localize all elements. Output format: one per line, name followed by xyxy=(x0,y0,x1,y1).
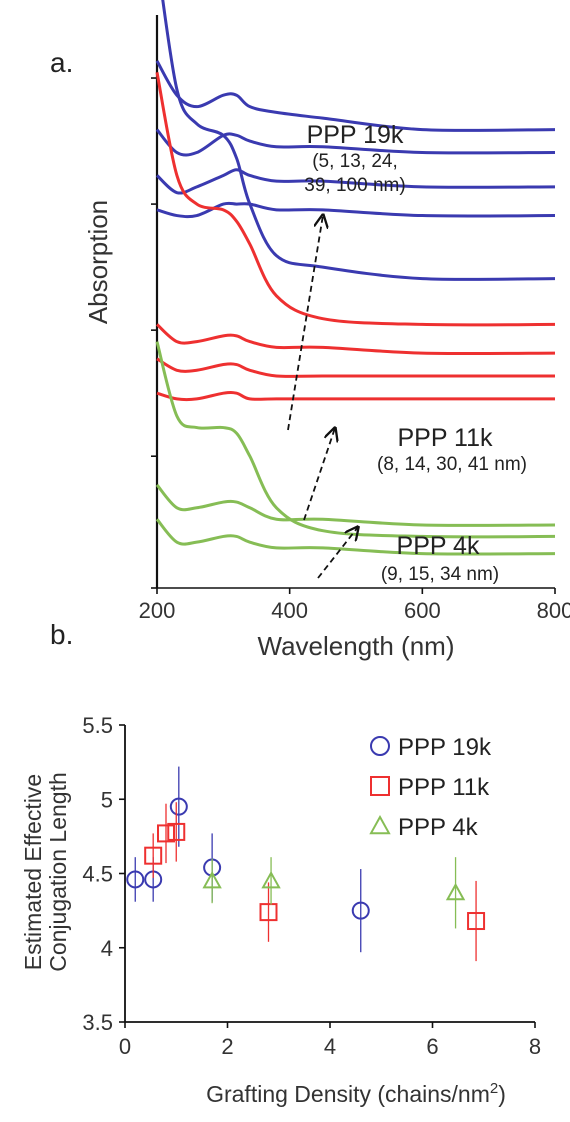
data-point-ppp11k-1 xyxy=(144,846,163,865)
panel-b-x-tick-label-8: 8 xyxy=(529,1034,541,1059)
spectrum-ppp4k-3 xyxy=(155,518,556,556)
legend-marker-ppp19k xyxy=(370,736,390,756)
panel-b-x-tick-label-0: 0 xyxy=(119,1034,131,1059)
panel-a-y-axis-label: Absorption xyxy=(83,200,113,324)
panel-b-axes: 3.5 4 4.5 5 5.5 0 2 4 6 8 xyxy=(82,713,541,1059)
data-point-ppp11k-3 xyxy=(167,822,186,841)
panel-b-label: b. xyxy=(50,619,73,650)
panel-a-x-tick-label-200: 200 xyxy=(139,598,176,623)
annotation-ppp4k-detail: (9, 15, 34 nm) xyxy=(381,564,499,585)
annotation-ppp19k-detail2: 39, 100 nm) xyxy=(304,175,405,196)
panel-b-x-tick-label-2: 2 xyxy=(221,1034,233,1059)
panel-b-x-axis-label-main: Grafting Density (chains/nm xyxy=(206,1081,490,1107)
spectrum-ppp19k-5 xyxy=(156,201,556,219)
legend-label-ppp19k: PPP 19k xyxy=(398,734,492,761)
panel-b-y-axis-label-line1: Estimated Effective xyxy=(20,774,46,970)
panel-a-label: a. xyxy=(50,47,73,78)
panel-a-x-tick-label-800: 800 xyxy=(537,598,570,623)
panel-b-legend: PPP 19k PPP 11k PPP 4k xyxy=(369,734,492,841)
data-point-ppp11k-5 xyxy=(467,912,486,931)
panel-a: a. Absorption 200 400 600 800 Wavelength (n… xyxy=(50,0,570,661)
panel-b: b. Estimated Effective Conjugation Lengt… xyxy=(20,619,541,1107)
data-point-ppp11k-4 xyxy=(259,903,278,922)
panel-a-x-tick-label-600: 600 xyxy=(404,598,441,623)
panel-b-y-tick-label-5.5: 5.5 xyxy=(82,713,113,738)
panel-b-y-tick-label-4: 4 xyxy=(101,936,113,961)
panel-b-x-axis-label-end: ) xyxy=(498,1081,506,1107)
legend-marker-ppp11k xyxy=(370,776,390,796)
panel-b-x-axis-label: Grafting Density (chains/nm2) xyxy=(206,1080,506,1107)
panel-a-x-ticks: 200 400 600 800 xyxy=(139,588,570,623)
panel-b-points xyxy=(126,766,486,962)
arrow-ppp11k xyxy=(303,428,335,521)
arrow-ppp19k xyxy=(287,215,323,431)
spectrum-ppp11k-4 xyxy=(156,390,555,402)
panel-a-curves xyxy=(155,0,556,556)
data-point-ppp11k-2 xyxy=(157,824,175,843)
spectrum-ppp4k-2 xyxy=(155,483,556,527)
legend-label-ppp11k: PPP 11k xyxy=(398,774,490,801)
data-point-ppp4k-3 xyxy=(445,882,466,901)
annotation-ppp4k-label: PPP 4k xyxy=(397,532,480,560)
spectrum-ppp19k-1 xyxy=(161,0,556,281)
legend-marker-ppp4k xyxy=(369,814,391,835)
spectrum-ppp11k-3 xyxy=(156,357,555,378)
panel-b-y-tick-label-5: 5 xyxy=(101,787,113,812)
spectrum-ppp19k-2 xyxy=(155,60,556,132)
legend-label-ppp4k: PPP 4k xyxy=(398,814,479,841)
panel-b-x-axis-label-sup: 2 xyxy=(490,1080,498,1097)
data-point-ppp19k-5 xyxy=(351,901,370,920)
panel-a-plot-frame xyxy=(151,15,555,589)
annotation-ppp11k-detail: (8, 14, 30, 41 nm) xyxy=(377,454,527,475)
data-point-ppp19k-1 xyxy=(126,870,145,889)
data-point-ppp19k-3 xyxy=(169,797,188,816)
annotation-ppp11k-label: PPP 11k xyxy=(398,424,493,452)
panel-a-arrows xyxy=(287,215,358,579)
panel-b-y-tick-label-3.5: 3.5 xyxy=(82,1010,113,1035)
spectrum-ppp4k-1 xyxy=(155,341,556,539)
data-point-ppp4k-1 xyxy=(202,870,222,889)
data-point-ppp4k-2 xyxy=(261,870,281,889)
spectrum-ppp11k-1 xyxy=(155,72,556,327)
panel-b-x-tick-label-6: 6 xyxy=(426,1034,438,1059)
spectrum-ppp19k-4 xyxy=(155,168,556,195)
annotation-ppp19k-detail: (5, 13, 24, xyxy=(312,151,398,172)
spectrum-ppp11k-2 xyxy=(155,323,556,355)
arrow-ppp4k xyxy=(317,527,358,579)
panel-a-x-tick-label-400: 400 xyxy=(271,598,308,623)
panel-b-x-tick-label-4: 4 xyxy=(324,1034,336,1059)
panel-a-x-axis-label: Wavelength (nm) xyxy=(258,631,455,661)
panel-b-y-tick-label-4.5: 4.5 xyxy=(82,862,113,887)
panel-b-y-axis-label-line2: Conjugation Length xyxy=(45,772,71,972)
annotation-ppp19k-label: PPP 19k xyxy=(307,121,404,149)
spectrum-ppp19k-3 xyxy=(155,128,556,157)
